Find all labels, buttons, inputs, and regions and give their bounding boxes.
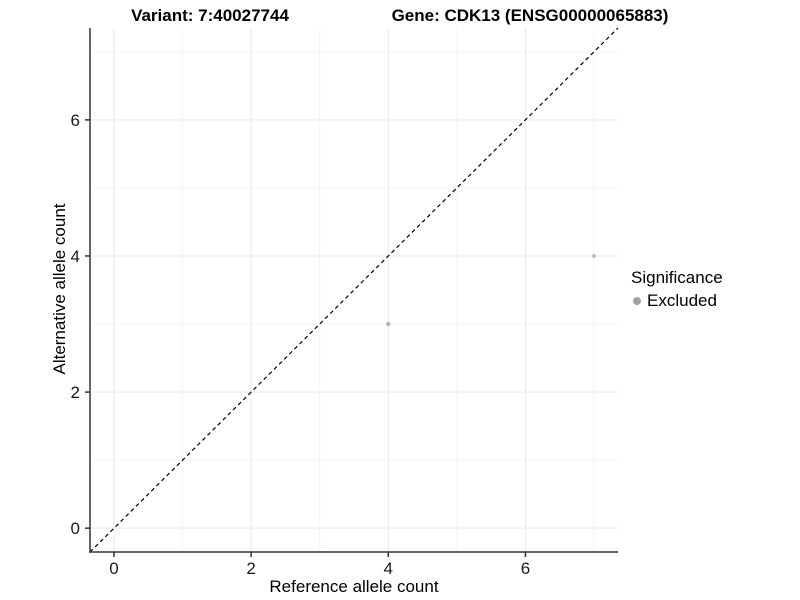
- x-tick-label: 4: [384, 559, 393, 578]
- legend-item-excluded: Excluded: [631, 291, 723, 311]
- y-tick-label: 6: [71, 111, 80, 130]
- data-point: [592, 254, 596, 258]
- x-tick-label: 2: [246, 559, 255, 578]
- data-point: [385, 321, 391, 327]
- y-tick-label: 0: [71, 519, 80, 538]
- legend-title: Significance: [631, 268, 723, 287]
- variant-title: Variant: 7:40027744: [131, 6, 289, 25]
- y-tick-label: 4: [71, 247, 80, 266]
- legend: Significance Excluded: [631, 268, 723, 311]
- x-axis-title: Reference allele count: [269, 577, 439, 596]
- identity-line: [89, 27, 619, 553]
- y-axis-title: Alternative allele count: [50, 203, 69, 375]
- x-tick-label: 6: [521, 559, 530, 578]
- gene-title: Gene: CDK13 (ENSG00000065883): [391, 6, 669, 25]
- legend-item-label: Excluded: [647, 291, 717, 310]
- x-tick-label: 0: [109, 559, 118, 578]
- y-tick-label: 2: [71, 383, 80, 402]
- legend-point-icon: [633, 297, 641, 305]
